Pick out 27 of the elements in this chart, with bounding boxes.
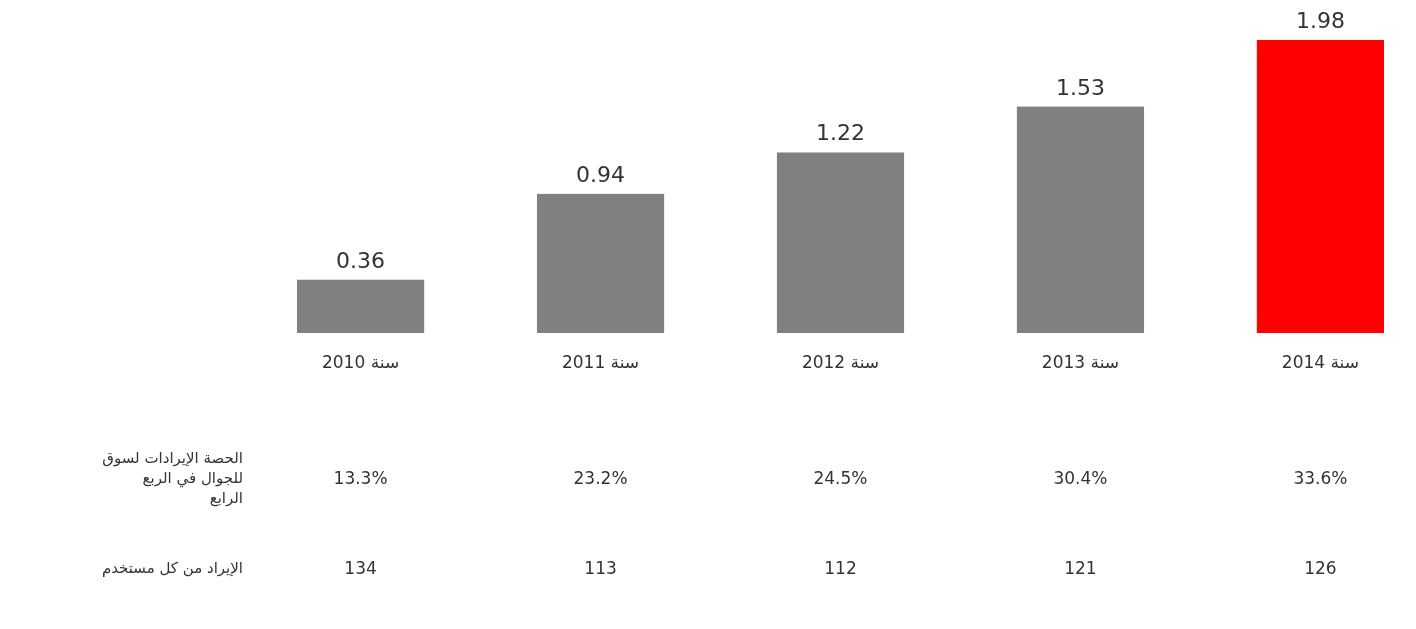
x-tick-label: سنة 2014 (1281, 352, 1359, 372)
text: 13.3% (333, 468, 388, 488)
bar (776, 152, 905, 333)
text: الإيراد من كل مستخدم (101, 559, 243, 577)
x-tick-label: سنة 2011 (561, 352, 640, 372)
text: 30.4% (1053, 468, 1108, 488)
x-tick-label: سنة 2013 (1041, 352, 1120, 372)
data-label: 1.53 (1055, 74, 1105, 100)
text: 113 (584, 558, 617, 578)
x-tick-label: سنة 2012 (801, 352, 880, 372)
text: 121 (1064, 558, 1097, 578)
data-label: 0.94 (576, 161, 626, 187)
bar (1256, 40, 1385, 333)
text: 126 (1304, 558, 1337, 578)
bar (536, 193, 665, 333)
x-tick-label: سنة 2010 (322, 352, 400, 372)
text: الحصة الإيرادات لسوق للجوال في الربع الرابع (102, 449, 243, 507)
text: 134 (344, 558, 377, 578)
text: 24.5% (813, 468, 868, 488)
bar (297, 279, 425, 333)
text: 33.6% (1293, 468, 1348, 488)
bar (1016, 106, 1145, 333)
text: 112 (824, 558, 857, 578)
data-label: 1.98 (1295, 8, 1345, 33)
data-label: 1.22 (816, 120, 865, 146)
text: 23.2% (573, 468, 628, 488)
data-label: 0.36 (336, 247, 386, 273)
